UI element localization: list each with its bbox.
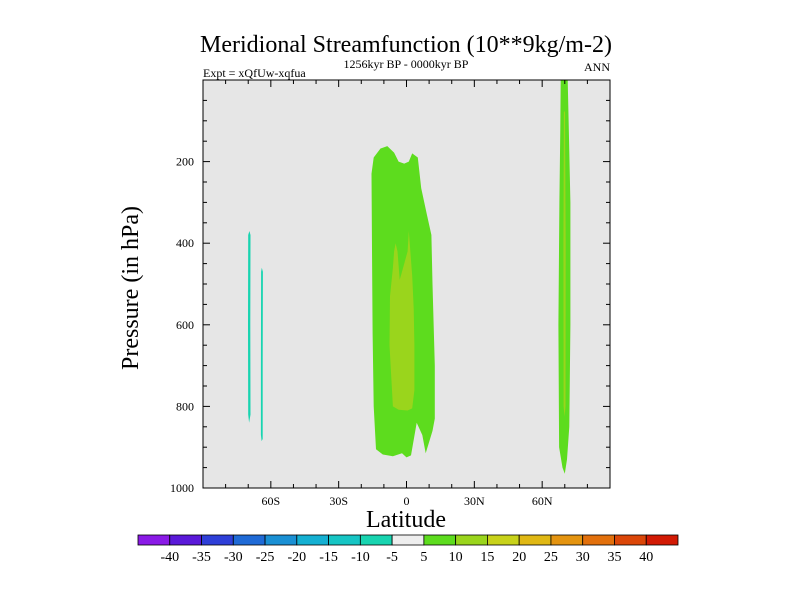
subtitle-center: 1256kyr BP - 0000kyr BP [344, 57, 469, 71]
colorbar-swatch [137, 534, 171, 546]
colorbar-swatch [264, 534, 298, 546]
y-tick-label: 800 [176, 399, 194, 413]
y-tick-label: 1000 [170, 481, 194, 495]
colorbar-level-label: 10 [449, 550, 463, 565]
colorbar-level-label: 40 [639, 550, 653, 565]
colorbar-level-label: 5 [420, 550, 427, 565]
colorbar-swatch [169, 534, 202, 546]
contour-region-cyan-band-1 [248, 231, 251, 423]
colorbar-swatch [423, 534, 457, 546]
x-axis-label: Latitude [366, 507, 446, 533]
colorbar: -40 -35 -30 -25 -20 -15 -10 -5 5 10 15 20 25 30 35 40 [137, 534, 679, 565]
colorbar-level-label: -30 [224, 550, 243, 565]
y-axis-label: Pressure (in hPa) [118, 206, 144, 370]
colorbar-swatch [391, 534, 425, 546]
y-tick-label: 200 [176, 155, 194, 169]
y-tick-label: 600 [176, 318, 194, 332]
colorbar-level-label: 25 [544, 550, 558, 565]
colorbar-swatch [359, 534, 393, 546]
colorbar-level-label: 15 [480, 550, 494, 565]
contour-region-cyan-band-2 [260, 267, 263, 442]
x-tick-label: 0 [404, 494, 410, 508]
colorbar-level-label: -25 [256, 550, 275, 565]
y-tick-label: 400 [176, 236, 194, 250]
colorbar-swatch [518, 534, 552, 546]
colorbar-level-label: -40 [160, 550, 179, 565]
chart-title: Meridional Streamfunction (10**9kg/m-2) [200, 32, 612, 58]
colorbar-swatch [614, 534, 647, 546]
colorbar-level-label: 30 [576, 550, 590, 565]
colorbar-level-label: 20 [512, 550, 526, 565]
colorbar-swatch [296, 534, 329, 546]
contour-region-yellow-green-high-latitude-core [563, 110, 566, 417]
x-tick-label: 60S [261, 494, 280, 508]
colorbar-swatch [201, 534, 234, 546]
x-tick-label: 30N [464, 494, 485, 508]
colorbar-swatch [232, 534, 266, 546]
contour-region-yellow-green-core [389, 231, 415, 411]
colorbar-level-label: -35 [192, 550, 211, 565]
x-tick-label: 60N [532, 494, 553, 508]
plot-area [203, 80, 610, 488]
colorbar-swatch [645, 534, 679, 546]
x-tick-label: 30S [329, 494, 348, 508]
colorbar-level-label: -5 [386, 550, 398, 565]
colorbar-swatch [487, 534, 520, 546]
colorbar-swatch [455, 534, 488, 546]
colorbar-level-label: -10 [351, 550, 370, 565]
subtitle-left: Expt = xQfUw-xqfua [203, 66, 306, 80]
colorbar-swatch [582, 534, 615, 546]
colorbar-level-label: -20 [287, 550, 306, 565]
colorbar-swatch [328, 534, 361, 546]
axes: 60S 30S 0 30N 60N 200 400 600 800 1000 [170, 79, 611, 508]
colorbar-level-label: -15 [319, 550, 338, 565]
colorbar-level-label: 35 [608, 550, 622, 565]
colorbar-swatch [550, 534, 584, 546]
subtitle-right: ANN [584, 60, 610, 74]
